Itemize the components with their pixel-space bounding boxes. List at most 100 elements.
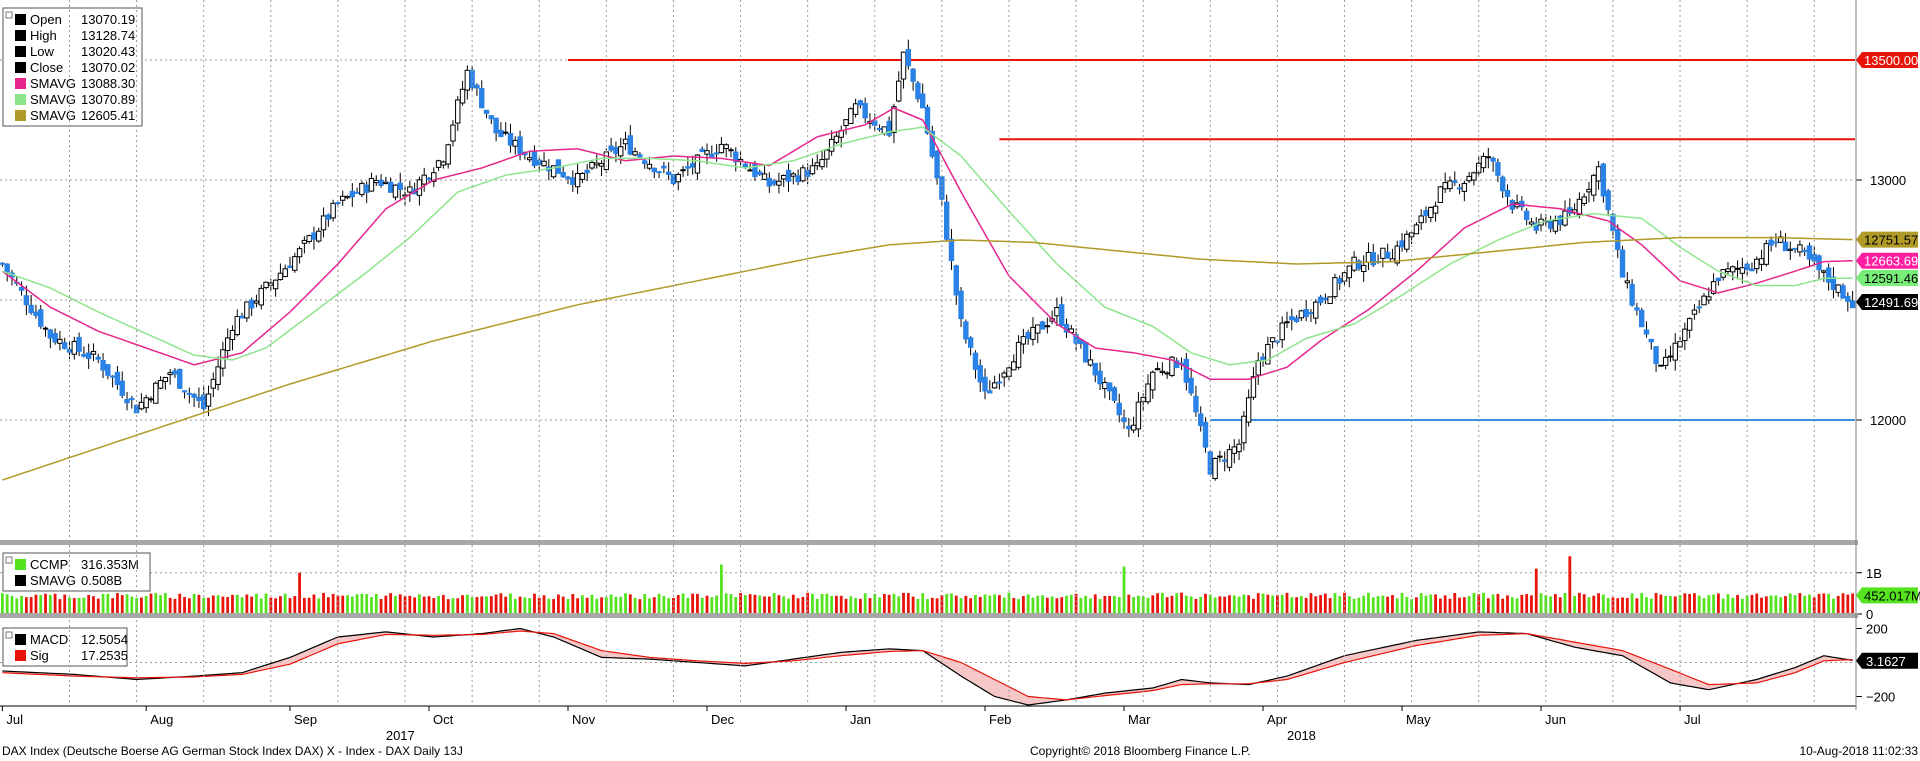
volume-bar [1098,599,1102,614]
value-tag: 12663.69 [1856,252,1918,269]
volume-bar [163,592,167,614]
candle-body [1706,296,1712,301]
candle-body [90,350,97,355]
volume-bar [1803,595,1807,614]
volume-bar [192,593,196,614]
candle-body [76,336,82,352]
volume-bar [1021,596,1025,614]
candle-body [1317,296,1324,304]
candle-body [589,161,595,169]
candle-body [124,399,130,404]
volume-bar [787,598,790,614]
candle-body [340,195,346,201]
candle-body [1025,331,1031,339]
candle-body [109,375,116,378]
volume-bar [1649,598,1653,614]
value-tag-bg [1856,293,1918,310]
candle-body [1456,187,1463,190]
volume-bar [969,598,973,614]
candle-body [694,154,701,174]
volume-bar [1002,597,1006,614]
legend-collapse-icon [5,631,13,639]
volume-bar [561,596,565,614]
volume-bar [1726,594,1730,614]
candle-body [1792,247,1798,250]
volume-bar [1122,566,1126,614]
candle-body [661,165,667,169]
volume-bar [149,593,153,614]
candle-body [1619,249,1626,278]
legend-label: MACD [30,632,68,647]
volume-bar [767,596,771,614]
volume-bar [1597,593,1600,614]
volume-bar [1352,598,1356,614]
candle-body [852,103,859,115]
volume-bar [264,593,268,614]
candle-body [138,401,145,410]
volume-bar [1151,595,1155,614]
candle-body [857,100,864,106]
candle-body [1768,239,1774,246]
candle-body [455,99,461,124]
volume-bar [609,594,613,614]
candle-body [991,382,998,389]
value-tag-bg [1856,52,1918,68]
volume-bar [1712,594,1715,614]
candle-body [1039,321,1046,330]
volume-bar [427,596,431,614]
candle-body [733,151,739,163]
volume-bar [1448,598,1452,614]
candle-body [498,129,504,137]
legend-swatch [15,559,26,570]
volume-bar [226,597,230,614]
candle-body [1547,220,1554,229]
candle-body [1533,222,1539,231]
candle-body [1303,309,1309,318]
volume-bar [815,598,819,614]
candle-body [435,160,442,168]
candle-body [1615,229,1621,250]
candle-body [1298,310,1305,319]
candle-body [1164,372,1170,375]
candle-body [1715,277,1722,282]
volume-bar [648,598,651,614]
volume-bar [1367,592,1370,614]
candle-body [675,173,681,183]
candle-body [1126,425,1132,430]
candle-body [1667,355,1674,358]
candle-body [1097,370,1103,385]
volume-bar [1012,597,1016,614]
candle-body [95,356,101,360]
volume-bar [1554,594,1557,614]
candle-body [296,248,303,258]
candle-body [1418,215,1424,224]
candle-body [613,147,619,154]
volume-bar [1180,592,1183,614]
volume-bar [950,593,953,614]
volume-bar [120,595,124,614]
candle-body [71,340,77,355]
volume-bar [748,594,752,614]
volume-bar [475,597,479,614]
candle-body [507,133,514,146]
volume-bar [1832,598,1835,614]
volume-bar [1601,594,1605,614]
volume-bar [1740,598,1744,614]
candle-body [570,177,576,185]
month-label: Jul [1684,712,1701,727]
volume-bar [92,596,95,614]
value-tag-text: 12663.69 [1864,254,1918,269]
candle-body [1591,174,1597,196]
volume-bar [1472,592,1476,614]
month-label: May [1406,712,1431,727]
volume-bar [82,597,86,614]
candle-body [378,179,384,186]
value-tag: 3.1627 [1856,652,1918,669]
volume-bar [1736,594,1739,614]
candle-body [181,390,188,393]
candle-body [1643,329,1650,335]
candle-body [1423,209,1429,217]
macd-legend: MACD 12.5054 Sig 17.2535 [2,627,128,667]
candle-body [1428,207,1434,218]
legend-label: SMAVG [30,108,76,123]
